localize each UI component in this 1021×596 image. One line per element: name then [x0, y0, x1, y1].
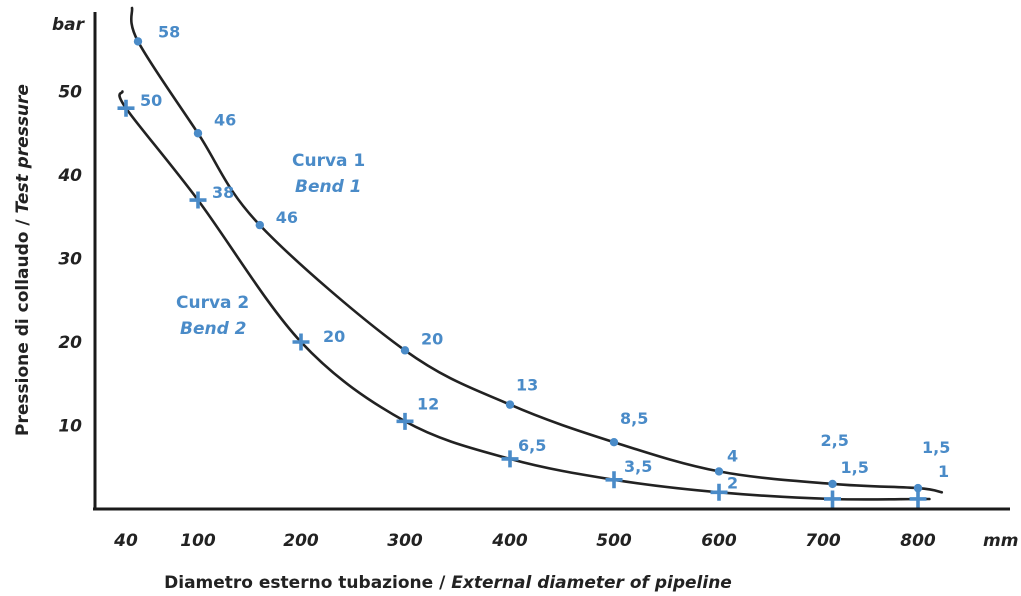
- curve-1-data-label: 13: [516, 376, 538, 395]
- curve-1-point: [505, 400, 515, 409]
- x-axis-title: Diametro esterno tubazione / External di…: [164, 573, 732, 593]
- curve-2-data-label: 12: [417, 394, 439, 413]
- x-unit: mm: [983, 531, 1018, 551]
- x-axis-title-sep: /: [433, 573, 451, 593]
- x-tick-label: 800: [900, 531, 936, 551]
- curve-2-data-label: 50: [140, 91, 162, 110]
- curve-2-point: [710, 483, 728, 501]
- curve-1-point: [913, 483, 923, 493]
- y-unit: bar: [52, 15, 86, 35]
- curve-2-point: [117, 99, 135, 117]
- y-tick-label: 10: [58, 417, 82, 437]
- series-1-name-en: Bend 1: [295, 177, 362, 197]
- curve-2-data-label: 1,5: [841, 458, 869, 477]
- y-tick-label: 50: [58, 83, 82, 103]
- curve-1-point: [133, 37, 143, 46]
- x-tick-label: 400: [491, 531, 528, 551]
- x-tick-label: 700: [805, 531, 841, 551]
- curve-1-point: [193, 129, 203, 138]
- series-2-name-en: Bend 2: [180, 319, 247, 339]
- curve-1-point: [255, 220, 264, 230]
- curve-2-point: [396, 412, 414, 430]
- x-tick-label: 500: [596, 531, 632, 551]
- x-tick-label: 200: [283, 531, 319, 551]
- curve-1-data-label: 8,5: [620, 409, 648, 428]
- y-axis-title-sep: /: [13, 213, 33, 231]
- curve-1-data-label: 58: [158, 22, 180, 41]
- curve-2-point: [824, 490, 841, 508]
- curve-1-data-label: 4: [727, 446, 738, 465]
- x-tick-label: 600: [701, 531, 737, 551]
- y-tick-label: 20: [58, 333, 82, 353]
- curve-2-data-label: 3,5: [624, 457, 652, 476]
- y-axis-title-it: Pressione di collaudo: [13, 232, 33, 436]
- x-axis-title-it: Diametro esterno tubazione: [164, 573, 433, 593]
- markers: [117, 37, 927, 508]
- curve-2-point: [189, 191, 207, 209]
- curve-1-data-label: 46: [276, 208, 298, 227]
- curve-2-point: [605, 471, 623, 489]
- curve-1-data-label: 2,5: [821, 431, 849, 450]
- series-2-name: Curva 2: [176, 293, 249, 313]
- x-tick-label: 300: [387, 531, 423, 551]
- curve-1-point: [400, 346, 410, 355]
- x-tick-label: 40: [113, 531, 138, 551]
- curve-1-line: [129, 6, 944, 494]
- curve-1-data-label: 1,5: [922, 438, 950, 457]
- ticks: 40 100 200 300 400 500 600 700 800 10 20 30 40 50: [57, 83, 936, 552]
- curve-2-data-label: 6,5: [518, 436, 546, 455]
- y-tick-label: 30: [58, 250, 82, 270]
- curve-1-point: [714, 467, 724, 476]
- curve-1-data-label: 46: [214, 110, 236, 129]
- curve-2-data-label: 38: [212, 183, 234, 202]
- curve-2-point: [501, 450, 519, 468]
- curve-2-data-label: 20: [323, 327, 345, 346]
- y-tick-label: 40: [57, 166, 82, 186]
- curve-1-point: [609, 438, 619, 447]
- x-tick-label: 100: [180, 531, 216, 551]
- curve-2-data-label: 2: [727, 473, 738, 492]
- series-1-name: Curva 1: [292, 151, 365, 171]
- curve-2-data-label: 1: [938, 462, 949, 481]
- curve-1-data-label: 20: [421, 329, 443, 348]
- x-axis-title-en: External diameter of pipeline: [451, 573, 732, 593]
- curve-1-point: [828, 479, 837, 489]
- data-labels: 58 46 46 20 13 8,5 4 2,5 1,5 50 38 20 12 6,5 3,5 2 1,5 1: [140, 22, 950, 492]
- y-axis-title-en: Test pressure: [13, 84, 33, 213]
- curve-2-point: [909, 490, 927, 508]
- curve-2-point: [292, 333, 310, 351]
- y-axis-title: Pressione di collaudo / Test pressure: [13, 84, 33, 436]
